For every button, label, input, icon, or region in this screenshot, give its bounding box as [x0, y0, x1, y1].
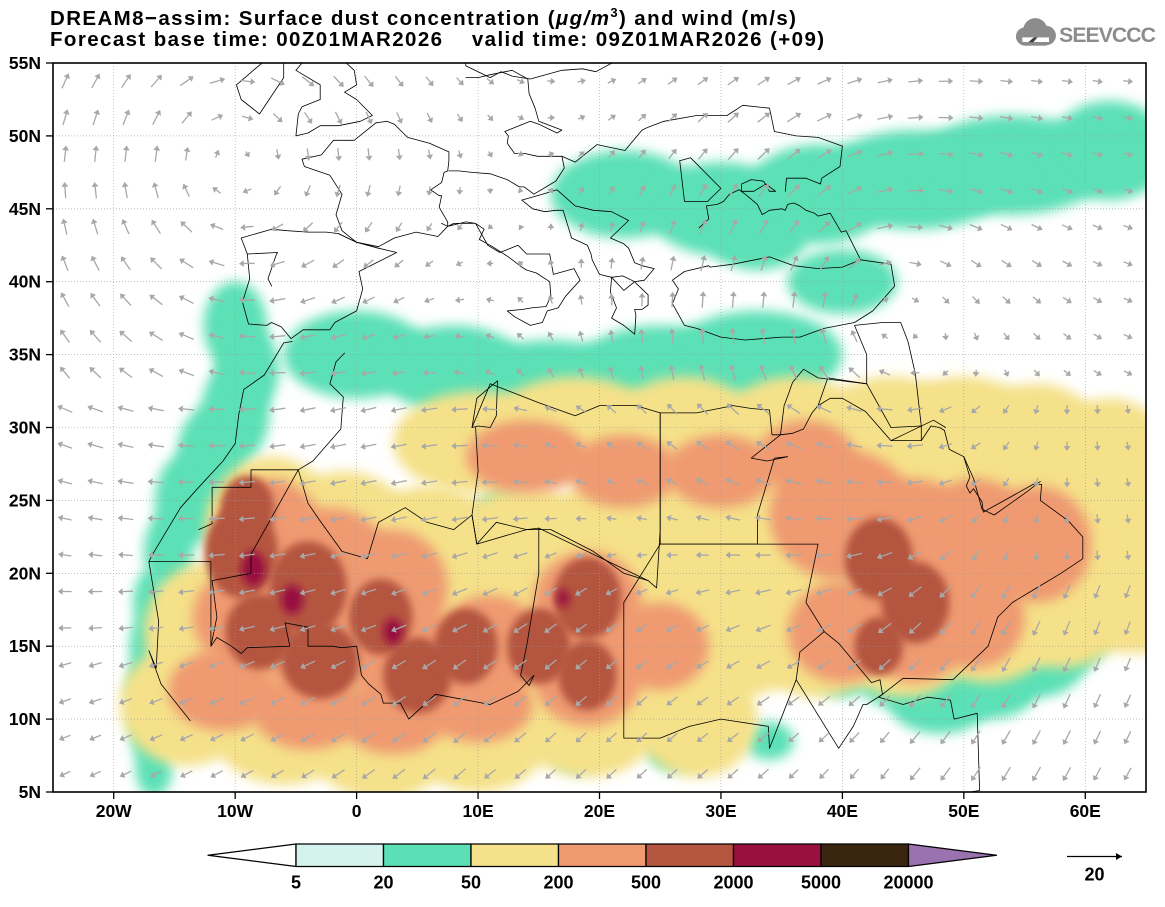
svg-text:15N: 15N	[9, 636, 41, 656]
svg-text:20000: 20000	[883, 873, 933, 893]
svg-text:30N: 30N	[9, 418, 41, 438]
svg-text:50E: 50E	[948, 801, 979, 821]
svg-text:5N: 5N	[19, 782, 41, 802]
svg-text:25N: 25N	[9, 490, 41, 510]
svg-text:40N: 40N	[9, 272, 41, 292]
svg-text:2000: 2000	[713, 873, 753, 893]
svg-text:20: 20	[1084, 865, 1104, 885]
svg-text:5: 5	[291, 873, 301, 893]
svg-text:40E: 40E	[827, 801, 858, 821]
svg-text:60E: 60E	[1070, 801, 1101, 821]
svg-text:20: 20	[373, 873, 393, 893]
svg-text:55N: 55N	[9, 53, 41, 73]
svg-text:30E: 30E	[705, 801, 736, 821]
svg-text:10N: 10N	[9, 709, 41, 729]
svg-text:50: 50	[461, 873, 481, 893]
svg-text:45N: 45N	[9, 199, 41, 219]
svg-text:20E: 20E	[584, 801, 615, 821]
svg-text:200: 200	[543, 873, 573, 893]
svg-text:35N: 35N	[9, 345, 41, 365]
svg-text:20W: 20W	[96, 801, 132, 821]
svg-text:500: 500	[631, 873, 661, 893]
svg-text:50N: 50N	[9, 126, 41, 146]
svg-text:SEEVCCC: SEEVCCC	[1059, 24, 1155, 47]
svg-text:10E: 10E	[462, 801, 493, 821]
svg-text:20N: 20N	[9, 563, 41, 583]
svg-text:10W: 10W	[217, 801, 253, 821]
svg-text:0: 0	[352, 801, 362, 821]
svg-text:5000: 5000	[801, 873, 841, 893]
